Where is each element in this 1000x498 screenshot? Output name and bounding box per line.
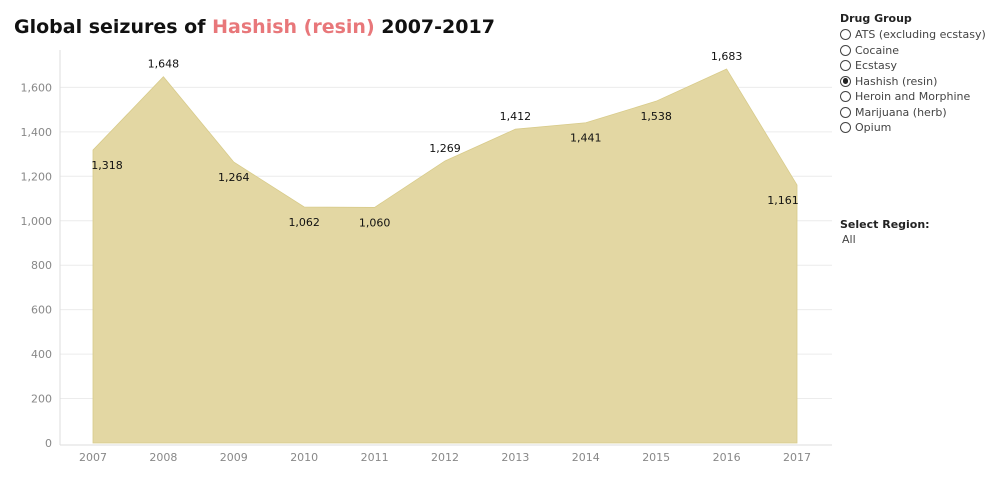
title-suffix: 2007-2017 — [381, 16, 495, 38]
drug-option-label: Ecstasy — [855, 59, 898, 73]
drug-option[interactable]: ATS (excluding ecstasy) — [840, 27, 1000, 43]
y-tick-label: 1,200 — [21, 170, 53, 183]
radio-button[interactable] — [840, 122, 851, 134]
data-label: 1,648 — [148, 58, 180, 71]
title-highlight: Hashish (resin) — [212, 16, 375, 38]
region-select[interactable]: All — [842, 232, 856, 246]
drug-group-options: ATS (excluding ecstasy) Cocaine Ecstasy Has… — [840, 27, 1000, 136]
drug-option[interactable]: Ecstasy — [840, 58, 1000, 74]
x-tick-label: 2009 — [220, 451, 248, 464]
data-label: 1,264 — [218, 171, 250, 184]
x-tick-label: 2015 — [642, 451, 670, 464]
drug-option[interactable]: Hashish (resin) — [840, 74, 1000, 90]
x-tick-label: 2012 — [431, 451, 459, 464]
y-tick-label: 200 — [31, 393, 52, 406]
x-tick-label: 2007 — [79, 451, 107, 464]
region-heading: Select Region: — [840, 217, 930, 231]
radio-button[interactable] — [840, 29, 851, 41]
radio-button[interactable] — [840, 75, 851, 87]
area-series — [92, 68, 798, 444]
drug-option-label: Cocaine — [855, 43, 899, 57]
y-tick-label: 0 — [45, 437, 52, 450]
filter-panel: Drug Group ATS (excluding ecstasy) Cocain… — [840, 12, 1000, 246]
area-chart: 0 200 400 600 800 1,000 1,200 1,400 1,600 2007 200… — [21, 50, 832, 464]
y-tick-label: 1,600 — [21, 81, 53, 94]
data-label: 1,269 — [429, 142, 461, 155]
drug-option[interactable]: Marijuana (herb) — [840, 105, 1000, 121]
drug-option-label: Heroin and Morphine — [855, 90, 971, 104]
data-label: 1,538 — [640, 110, 672, 123]
chart-title: Global seizures of Hashish (resin) 2007-… — [14, 16, 495, 38]
data-label: 1,062 — [288, 216, 320, 229]
data-label: 1,683 — [711, 50, 743, 63]
drug-option[interactable]: Cocaine — [840, 43, 1000, 59]
data-label: 1,412 — [500, 110, 532, 123]
x-tick-label: 2008 — [149, 451, 177, 464]
y-tick-label: 600 — [31, 304, 52, 317]
title-prefix: Global seizures of — [14, 16, 206, 38]
x-tick-label: 2014 — [572, 451, 600, 464]
radio-button[interactable] — [840, 60, 851, 72]
radio-button[interactable] — [840, 44, 851, 56]
data-label: 1,060 — [359, 216, 391, 229]
x-tick-label: 2017 — [783, 451, 811, 464]
drug-option-label: ATS (excluding ecstasy) — [855, 28, 986, 42]
radio-button[interactable] — [840, 91, 851, 103]
x-tick-label: 2011 — [361, 451, 389, 464]
y-tick-label: 400 — [31, 348, 52, 361]
drug-option-label: Marijuana (herb) — [855, 105, 947, 119]
y-tick-label: 800 — [31, 259, 52, 272]
data-label: 1,161 — [767, 194, 799, 207]
data-label: 1,318 — [91, 159, 123, 172]
data-label: 1,441 — [570, 132, 602, 145]
x-tick-label: 2016 — [713, 451, 741, 464]
drug-option[interactable]: Heroin and Morphine — [840, 89, 1000, 105]
y-tick-label: 1,400 — [21, 126, 53, 139]
region-filter: Select Region: All — [840, 218, 1000, 246]
drug-option-label: Opium — [855, 121, 892, 135]
drug-group-heading: Drug Group — [840, 12, 912, 25]
x-tick-label: 2010 — [290, 451, 318, 464]
drug-option-label: Hashish (resin) — [855, 74, 938, 88]
radio-button[interactable] — [840, 106, 851, 118]
drug-option[interactable]: Opium — [840, 120, 1000, 136]
y-tick-label: 1,000 — [21, 215, 53, 228]
x-tick-label: 2013 — [501, 451, 529, 464]
